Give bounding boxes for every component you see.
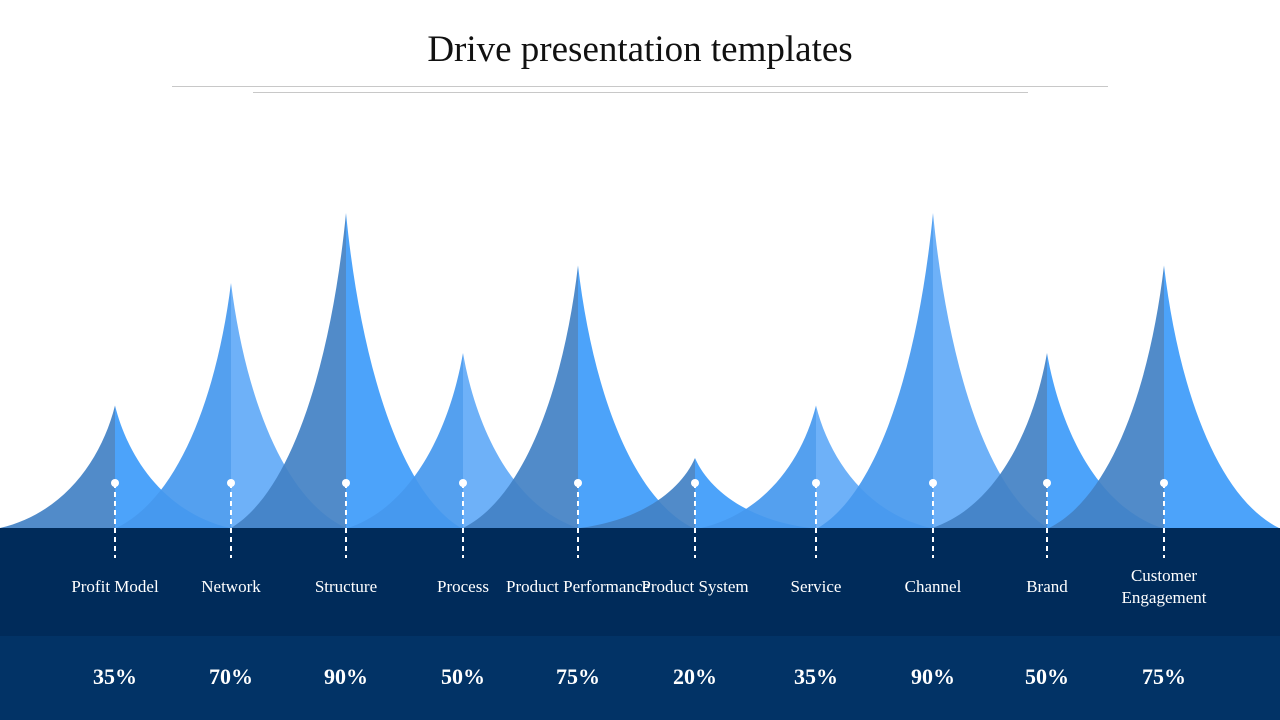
percentage-value: 90% — [324, 664, 368, 689]
percentage-value: 35% — [794, 664, 838, 689]
peak-right — [231, 283, 346, 528]
peak-right — [346, 213, 461, 528]
category-label: Product Performance — [506, 577, 650, 596]
peak-left — [580, 458, 695, 528]
percentage-value: 50% — [441, 664, 485, 689]
marker-dot — [111, 479, 119, 487]
peak-left — [701, 405, 816, 528]
category-label: Process — [437, 577, 489, 596]
category-label: Structure — [314, 577, 378, 596]
category-label: Channel — [904, 577, 962, 596]
peak-left — [463, 265, 578, 528]
percentage-value: 70% — [209, 664, 253, 689]
peak-right — [578, 265, 693, 528]
peak-left — [116, 283, 231, 528]
category-label: Product System — [641, 577, 749, 596]
peak-right — [816, 405, 931, 528]
percentage-value: 50% — [1025, 664, 1069, 689]
category-label: Brand — [1026, 577, 1068, 596]
marker-dot — [574, 479, 582, 487]
peak-right — [933, 213, 1048, 528]
marker-dot — [691, 479, 699, 487]
peak-left — [1049, 265, 1164, 528]
peak-left — [0, 405, 115, 528]
percentage-value: 20% — [673, 664, 717, 689]
values-band — [0, 636, 1280, 720]
peak-right — [463, 353, 578, 528]
labels-band — [0, 528, 1280, 636]
title-divider-bottom — [253, 92, 1028, 93]
marker-dot — [812, 479, 820, 487]
marker-dot — [459, 479, 467, 487]
category-label: Network — [201, 577, 261, 596]
marker-dot — [342, 479, 350, 487]
percentage-value: 90% — [911, 664, 955, 689]
marker-dot — [1043, 479, 1051, 487]
percentage-value: 75% — [556, 664, 600, 689]
category-label: Service — [790, 577, 842, 596]
peak-right — [1164, 265, 1279, 528]
peak-left — [932, 353, 1047, 528]
title-divider-top — [172, 86, 1108, 87]
peak-right — [115, 405, 230, 528]
marker-dot — [227, 479, 235, 487]
peak-right — [695, 458, 810, 528]
peak-left — [818, 213, 933, 528]
peak-left — [231, 213, 346, 528]
slide-title: Drive presentation templates — [427, 29, 853, 70]
peak-right — [1047, 353, 1162, 528]
category-label: Profit Model — [71, 577, 159, 596]
category-label: Customer Engagement — [1121, 566, 1207, 607]
peak-left — [348, 353, 463, 528]
percentage-value: 75% — [1142, 664, 1186, 689]
marker-dot — [929, 479, 937, 487]
percentage-value: 35% — [93, 664, 137, 689]
marker-dot — [1160, 479, 1168, 487]
